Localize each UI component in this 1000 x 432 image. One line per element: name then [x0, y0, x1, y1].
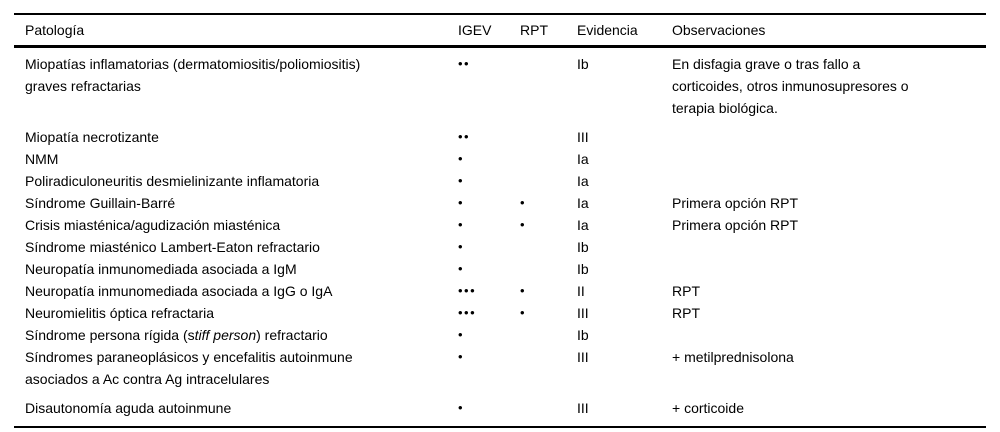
table-body: Miopatías inflamatorias (dermatomiositis…: [14, 47, 986, 428]
cell-pathology: Neuropatía inmunomediada asociada a IgM: [25, 261, 297, 277]
table-container: Patología IGEV RPT Evidencia Observaciones M…: [14, 13, 986, 428]
cell-pathology: Miopatías inflamatorias (dermatomiositis…: [25, 56, 361, 94]
cell-pathology: NMM: [25, 151, 59, 167]
cell-rpt: [520, 236, 577, 258]
cell-observations: [672, 236, 986, 258]
cell-observations: Primera opción RPT: [672, 195, 799, 211]
pathology-text-segment: ) refractario: [256, 327, 328, 343]
cell-evidence: Ib: [577, 327, 589, 343]
cell-observations: RPT: [672, 283, 700, 299]
table-header-row: Patología IGEV RPT Evidencia Observaciones: [14, 14, 986, 48]
cell-igev: •: [458, 400, 465, 415]
table-row: Neuropatía inmunomediada asociada a IgM •…: [14, 258, 986, 280]
cell-rpt: [520, 126, 577, 148]
cell-pathology: Disautonomía aguda autoinmune: [25, 400, 232, 416]
cell-evidence: Ia: [577, 151, 589, 167]
column-header-rpt: RPT: [520, 14, 577, 48]
cell-igev: •: [458, 327, 465, 342]
cell-igev: •: [458, 239, 465, 254]
cell-pathology: Síndrome persona rígida (stiff person) r…: [14, 324, 458, 346]
cell-evidence: Ib: [577, 261, 589, 277]
cell-rpt: [520, 47, 577, 127]
table-row: Síndromes paraneoplásicos y encefalitis …: [14, 346, 986, 397]
cell-rpt: [520, 148, 577, 170]
table-header: Patología IGEV RPT Evidencia Observaciones: [14, 14, 986, 48]
cell-rpt: •: [520, 217, 527, 232]
cell-rpt: •: [520, 305, 527, 320]
cell-rpt: [520, 346, 577, 397]
cell-observations: [672, 126, 986, 148]
cell-rpt: •: [520, 195, 527, 210]
cell-evidence: Ia: [577, 173, 589, 189]
cell-pathology: Síndromes paraneoplásicos y encefalitis …: [25, 349, 353, 387]
cell-igev: •••: [458, 283, 477, 298]
cell-rpt: •: [520, 283, 527, 298]
cell-rpt: [520, 258, 577, 280]
cell-observations: [672, 258, 986, 280]
cell-igev: •••: [458, 305, 477, 320]
table-row: Miopatía necrotizante •• III: [14, 126, 986, 148]
table-row: Miopatías inflamatorias (dermatomiositis…: [14, 47, 986, 127]
cell-igev: ••: [458, 129, 471, 144]
table-row: Crisis miasténica/agudización miasténica…: [14, 214, 986, 236]
cell-rpt: [520, 397, 577, 427]
cell-igev: •: [458, 217, 465, 232]
cell-evidence: Ia: [577, 195, 589, 211]
table-row: Neuropatía inmunomediada asociada a IgG …: [14, 280, 986, 302]
cell-observations: [672, 324, 986, 346]
cell-observations: En disfagia grave o tras fallo a cortico…: [672, 56, 909, 116]
column-header-igev: IGEV: [458, 14, 520, 48]
table-row: NMM • Ia: [14, 148, 986, 170]
table-row: Síndrome Guillain-Barré • • Ia Primera opció…: [14, 192, 986, 214]
pathology-table: Patología IGEV RPT Evidencia Observaciones M…: [14, 13, 986, 428]
table-row: Síndrome miasténico Lambert-Eaton refrac…: [14, 236, 986, 258]
cell-evidence: III: [577, 400, 589, 416]
cell-evidence: Ia: [577, 217, 589, 233]
pathology-italic-segment: tiff person: [194, 327, 257, 343]
cell-observations: + metilprednisolona: [672, 349, 794, 365]
cell-pathology: Síndrome miasténico Lambert-Eaton refrac…: [25, 239, 320, 255]
cell-evidence: Ib: [577, 239, 589, 255]
cell-igev: •: [458, 195, 465, 210]
cell-pathology: Crisis miasténica/agudización miasténica: [25, 217, 281, 233]
table-row: Poliradiculoneuritis desmielinizante inf…: [14, 170, 986, 192]
cell-pathology: Poliradiculoneuritis desmielinizante inf…: [25, 173, 320, 189]
cell-evidence: II: [577, 283, 585, 299]
cell-pathology: Síndrome Guillain-Barré: [25, 195, 176, 211]
cell-pathology: Neuropatía inmunomediada asociada a IgG …: [25, 283, 333, 299]
table-row: Síndrome persona rígida (stiff person) r…: [14, 324, 986, 346]
cell-observations: + corticoide: [672, 400, 744, 416]
table-row: Neuromielitis óptica refractaria ••• • III R…: [14, 302, 986, 324]
column-header-evidence: Evidencia: [577, 14, 672, 48]
column-header-observations: Observaciones: [672, 14, 986, 48]
table-row: Disautonomía aguda autoinmune • III + corti…: [14, 397, 986, 427]
cell-observations: Primera opción RPT: [672, 217, 799, 233]
cell-rpt: [520, 170, 577, 192]
cell-igev: ••: [458, 56, 471, 71]
cell-evidence: III: [577, 349, 589, 365]
cell-observations: [672, 170, 986, 192]
cell-pathology: Miopatía necrotizante: [25, 129, 159, 145]
cell-evidence: III: [577, 305, 589, 321]
cell-igev: •: [458, 261, 465, 276]
pathology-text-segment: Síndrome persona rígida (s: [25, 327, 195, 343]
cell-observations: [672, 148, 986, 170]
cell-igev: •: [458, 151, 465, 166]
cell-igev: •: [458, 173, 465, 188]
cell-rpt: [520, 324, 577, 346]
cell-igev: •: [458, 349, 465, 364]
cell-pathology: Neuromielitis óptica refractaria: [25, 305, 215, 321]
cell-evidence: III: [577, 129, 589, 145]
cell-evidence: Ib: [577, 56, 589, 72]
cell-observations: RPT: [672, 305, 700, 321]
column-header-pathology: Patología: [14, 14, 458, 48]
